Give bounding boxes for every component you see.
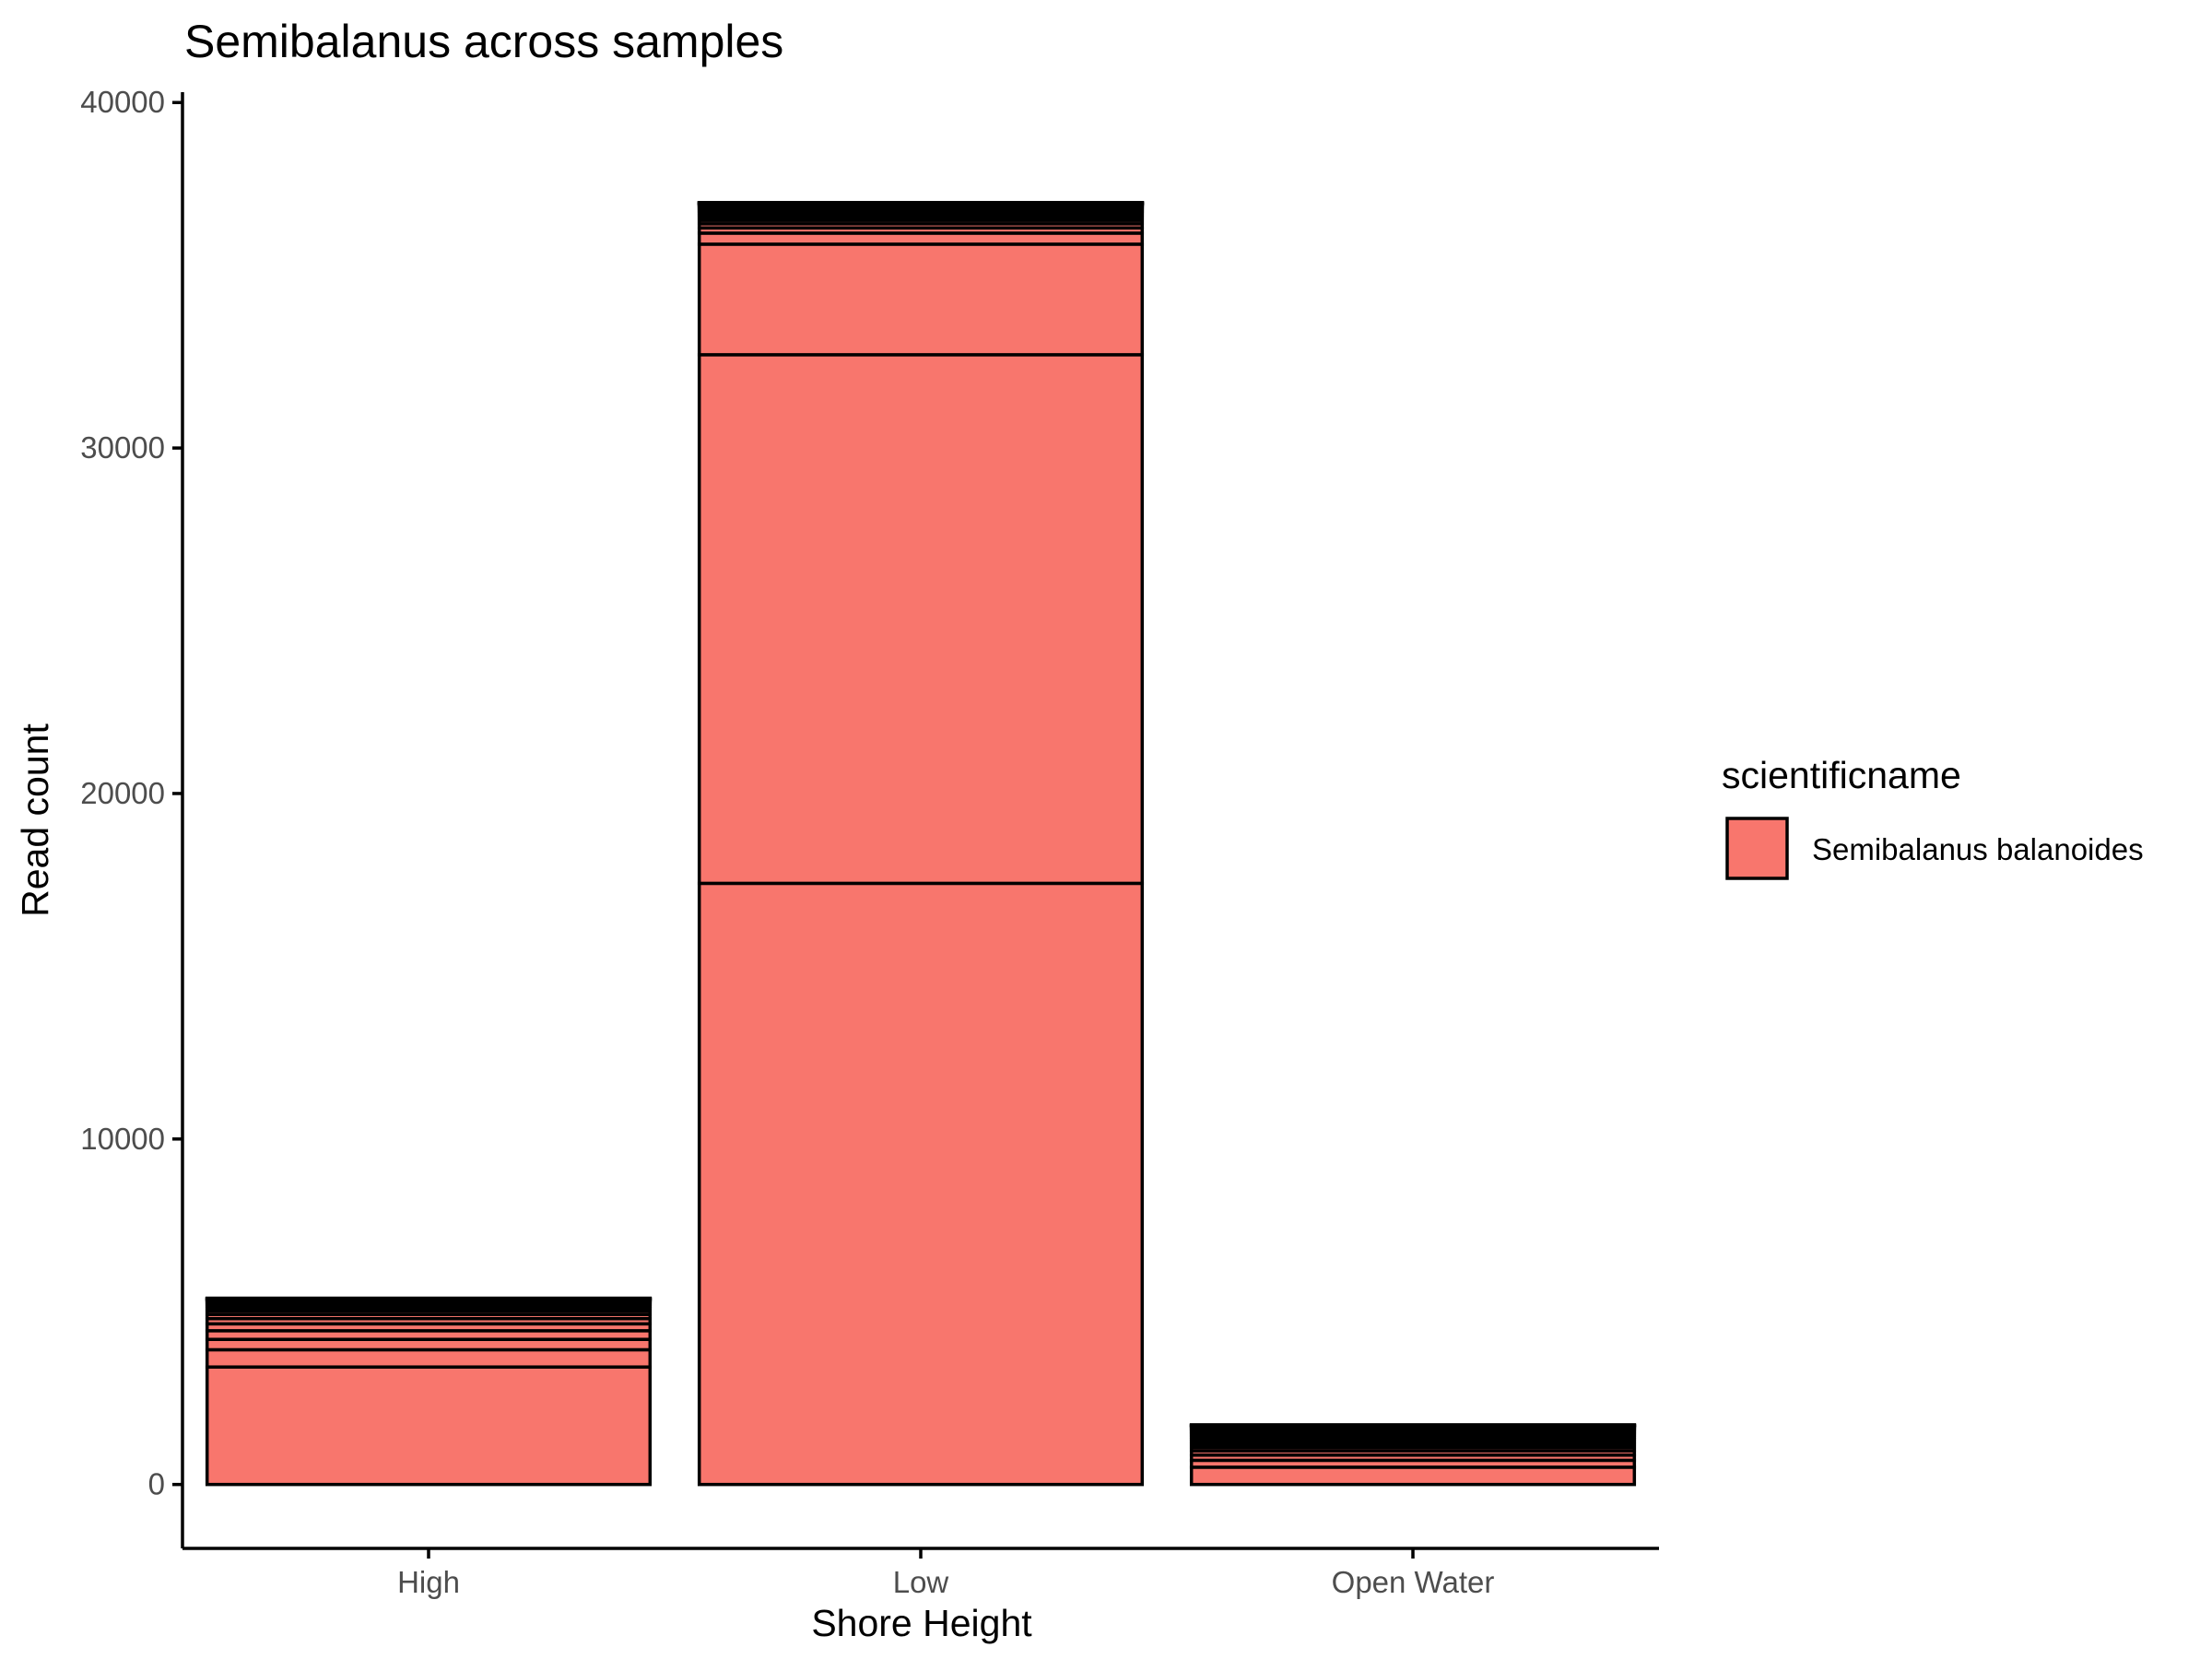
y-tick-label: 30000 (80, 430, 165, 465)
legend-key (1725, 817, 1789, 880)
legend: scientificname Semibalanus balanoides (1722, 754, 2144, 880)
bar-segment (205, 1347, 653, 1369)
bar-segment (205, 1365, 653, 1487)
x-axis-title: Shore Height (811, 1602, 1032, 1644)
x-tick-label: Low (893, 1565, 949, 1599)
bar-segment (697, 231, 1145, 246)
chart-title: Semibalanus across samples (184, 16, 783, 67)
bar-segment (1189, 1465, 1637, 1487)
y-tick-label: 10000 (80, 1122, 165, 1156)
bar-stack (205, 1296, 653, 1487)
legend-title: scientificname (1722, 754, 1961, 796)
y-tick-label: 40000 (80, 85, 165, 119)
bar-stack (697, 201, 1145, 1487)
bar-stack (1189, 1423, 1637, 1487)
legend-label: Semibalanus balanoides (1812, 832, 2144, 866)
plot-area (205, 201, 1637, 1487)
bar-segment (697, 353, 1145, 886)
x-tick-label: Open Water (1332, 1565, 1495, 1599)
bar-segment (697, 242, 1145, 357)
y-tick-label: 20000 (80, 776, 165, 810)
y-tick-label: 0 (148, 1467, 165, 1501)
bar-segment (697, 881, 1145, 1487)
x-axis-ticks: High Low Open Water (397, 1548, 1494, 1599)
x-tick-label: High (397, 1565, 460, 1599)
y-axis-title: Read count (14, 724, 56, 917)
y-axis-ticks: 0 10000 20000 30000 40000 (80, 85, 182, 1501)
